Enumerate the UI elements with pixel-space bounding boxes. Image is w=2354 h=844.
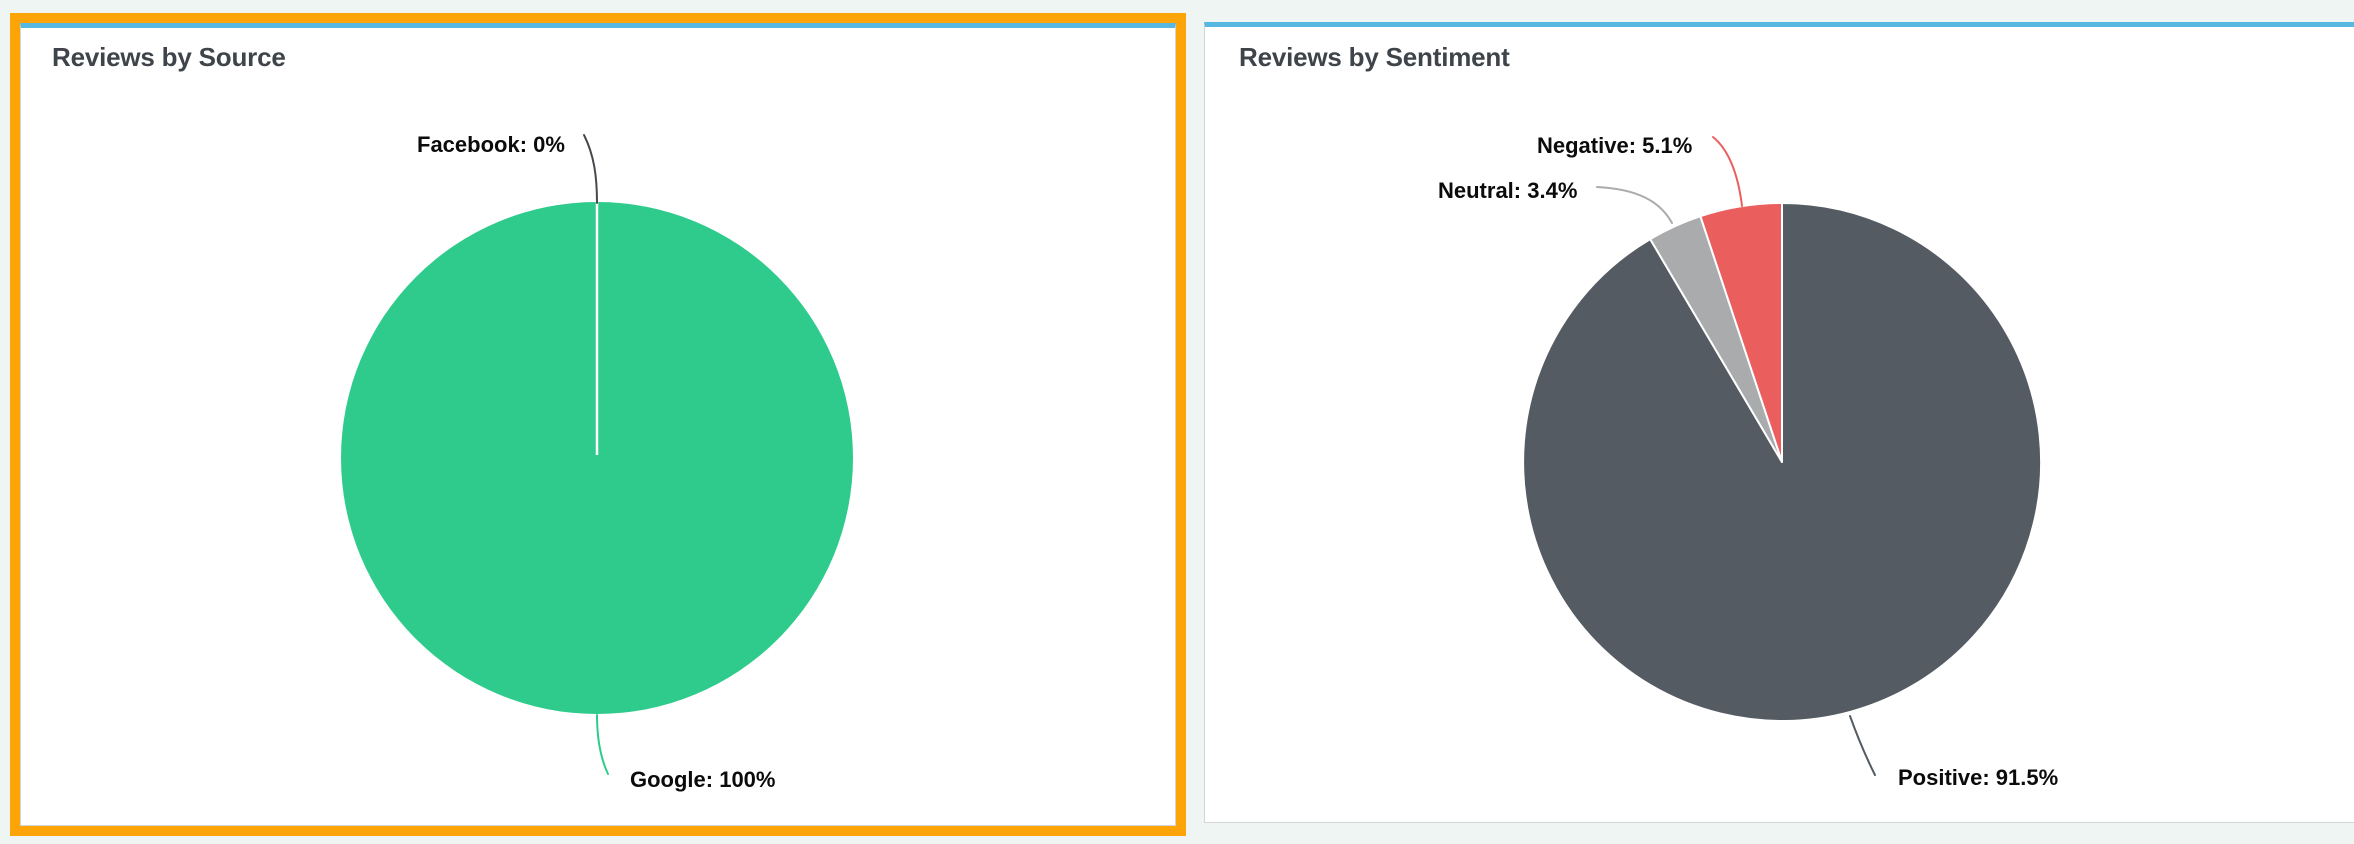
card-reviews-by-sentiment[interactable]: Reviews by Sentiment Negative: 5.1% Neut… <box>1204 22 2354 823</box>
pie-slice-negative[interactable] <box>1699 202 1783 463</box>
pie-chart-reviews-by-source <box>341 134 853 775</box>
connector-google <box>596 714 609 775</box>
slice-label-neutral: Neutral: 3.4% <box>1438 178 1578 203</box>
connector-facebook <box>583 134 598 204</box>
pie-slice-google[interactable] <box>341 202 853 714</box>
slice-label-facebook: Facebook: 0% <box>417 132 565 157</box>
slice-label-positive: Positive: 91.5% <box>1898 765 2059 790</box>
card-reviews-by-source[interactable]: Reviews by Source Facebook: 0% Google: 1… <box>10 13 1186 836</box>
card-title-reviews-by-source: Reviews by Source <box>52 42 286 72</box>
slice-label-google: Google: 100% <box>630 767 776 792</box>
connector-negative <box>1712 136 1743 207</box>
pie-reviews-by-sentiment <box>1522 202 2043 722</box>
slice-label-negative: Negative: 5.1% <box>1537 133 1693 158</box>
pie-reviews-by-source <box>341 202 853 714</box>
connector-neutral <box>1596 186 1673 224</box>
connector-positive <box>1849 715 1876 776</box>
pie-chart-reviews-by-sentiment <box>1522 136 2043 776</box>
card-title-reviews-by-sentiment: Reviews by Sentiment <box>1239 42 1510 72</box>
